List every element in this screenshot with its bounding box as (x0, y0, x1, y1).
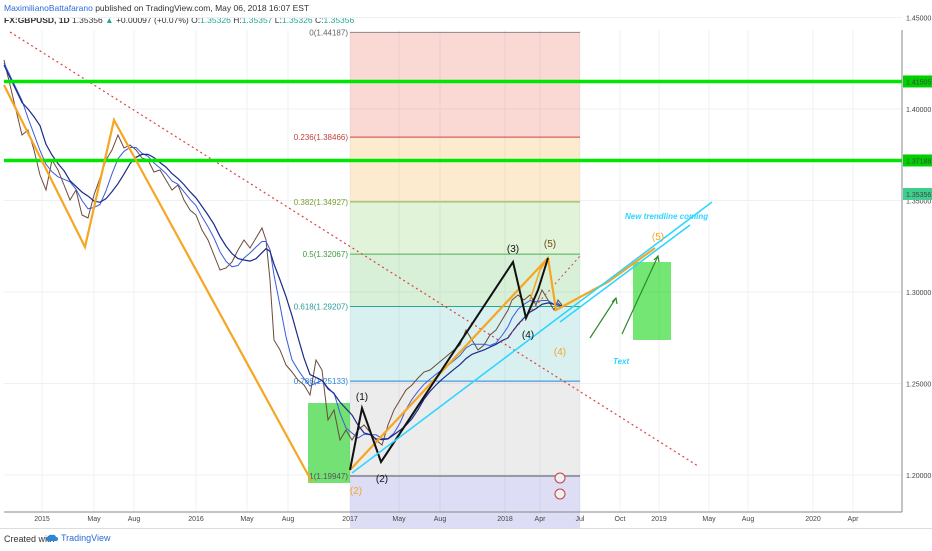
up-arrow-icon: ▲ (105, 15, 114, 25)
moving-average-slow (3, 64, 563, 441)
fib-level-label: 0.236(1.38466) (294, 133, 349, 142)
cloud-icon (46, 534, 58, 541)
x-tick-label: Jul (576, 516, 585, 523)
wave-label-black: (1) (356, 392, 368, 403)
y-tick-label: 1.20000 (906, 473, 931, 480)
chart-header: MaximilianoBattafarano published on Trad… (4, 2, 354, 26)
x-tick-label: Aug (282, 516, 295, 523)
published-text: published on TradingView.com, May 06, 20… (95, 3, 310, 13)
header-row-2: FX:GBPUSD, 1D 1.35356 ▲ +0.00097 (+0.07%… (4, 14, 354, 26)
axes: 1.650001.600001.550001.500001.450001.400… (4, 16, 932, 523)
y-tick-label: 1.35000 (906, 199, 931, 206)
price-chart[interactable]: 0(1.44187) 0.236(1.38466) 0.382(1.34927) 0.… (0, 0, 932, 528)
x-tick-label: 2016 (188, 516, 204, 523)
low-label: L: (274, 15, 282, 25)
orange-wave-path-left[interactable] (3, 84, 313, 483)
x-tick-label: Oct (615, 516, 626, 523)
low-value: 1.35326 (281, 15, 313, 25)
close-label: C: (315, 15, 324, 25)
wave-label-orange: (5) (544, 239, 556, 250)
y-tick-label: 1.30000 (906, 290, 931, 297)
price-change: +0.00097 (+0.07%) (115, 15, 189, 25)
y-tick-label: 1.40000 (906, 107, 931, 114)
x-tick-label: May (392, 516, 406, 523)
price-label-text: 1.35356 (906, 192, 931, 199)
open-value: 1.35326 (200, 15, 231, 25)
annotation-trendline: New trendline coming (625, 212, 708, 221)
fib-retracement[interactable]: 0(1.44187) 0.236(1.38466) 0.382(1.34927) 0.… (294, 28, 580, 528)
fib-zone (350, 201, 580, 255)
header-row-1: MaximilianoBattafarano published on Trad… (4, 2, 354, 14)
tradingview-logo[interactable]: TradingView (46, 533, 111, 543)
wave-label-black: (4) (522, 330, 534, 341)
fib-zone (350, 475, 580, 528)
event-flag-icon[interactable] (554, 488, 566, 500)
fib-zone (350, 137, 580, 202)
arrow-head (611, 296, 618, 305)
author-link[interactable]: MaximilianoBattafarano (4, 3, 93, 13)
fib-level-label: 0.5(1.32067) (303, 250, 349, 259)
price-label-box (903, 75, 932, 88)
fib-zone (350, 306, 580, 382)
moving-average-fast (3, 62, 563, 439)
event-flag-icon[interactable] (554, 472, 566, 484)
fib-level-label: 1(1.19947) (309, 472, 348, 481)
high-label: H: (233, 15, 242, 25)
annotation-text: Text (613, 357, 629, 366)
x-tick-label: May (87, 516, 101, 523)
x-tick-label: Aug (128, 516, 141, 523)
price-label-text: 1.37188 (906, 158, 931, 165)
wave-label-orange: (4) (554, 347, 566, 358)
x-tick-label: Apr (535, 516, 547, 523)
x-tick-label: 2020 (805, 516, 821, 523)
created-with-text: Created with (4, 534, 55, 544)
x-tick-label: Aug (742, 516, 755, 523)
footer: Created with TradingView (0, 528, 932, 551)
fib-zone (350, 32, 580, 138)
x-tick-label: Apr (848, 516, 860, 523)
x-tick-label: 2018 (497, 516, 513, 523)
orange-wave-small (529, 257, 549, 301)
x-tick-label: 2017 (342, 516, 358, 523)
x-tick-label: May (702, 516, 716, 523)
price-label-box (903, 187, 932, 200)
fib-level-label: 0.786(1.25133) (294, 377, 349, 386)
fib-level-label: 0(1.44187) (309, 28, 348, 37)
y-tick-label: 1.25000 (906, 382, 931, 389)
symbol-label: FX:GBPUSD, 1D (4, 15, 70, 25)
fib-level-label: 0.618(1.29207) (294, 303, 349, 312)
projection-arrow (621, 255, 659, 335)
drawings[interactable]: (1) (2) (3) (4) (2) (4) (5) (5) New trendline co… (3, 31, 902, 500)
high-value: 1.35357 (241, 15, 273, 25)
wave-label-orange: (5) (652, 232, 664, 243)
fib-zone (350, 381, 580, 476)
downtrend-line (9, 31, 699, 467)
wave-label-black: (2) (376, 474, 388, 485)
cyan-trendline-lower[interactable] (351, 201, 713, 474)
price-label-box (903, 154, 932, 167)
black-wave-path[interactable] (349, 257, 549, 471)
wave-label-black: (3) (507, 244, 519, 255)
red-dotted-segment (504, 255, 581, 341)
green-buy-zone-left (308, 403, 350, 483)
last-price: 1.35356 (72, 15, 103, 25)
x-tick-label: Aug (434, 516, 447, 523)
arrow-head (653, 254, 660, 263)
tradingview-brand: TradingView (61, 533, 111, 543)
x-tick-label: May (240, 516, 254, 523)
cyan-trendline-upper[interactable] (559, 224, 691, 323)
projection-arrow (589, 297, 617, 339)
x-tick-label: 2019 (651, 516, 667, 523)
zones (308, 262, 671, 483)
x-tick-label: 2015 (34, 516, 50, 523)
y-tick-label: 1.45000 (906, 16, 931, 23)
open-label: O: (191, 15, 201, 25)
price-label-text: 1.41505 (906, 79, 931, 86)
green-target-zone (633, 262, 671, 340)
wave-label-orange: (2) (350, 486, 362, 497)
orange-wave-path-right[interactable] (349, 247, 656, 471)
fib-level-label: 0.382(1.34927) (294, 198, 349, 207)
close-value: 1.35356 (323, 15, 355, 25)
